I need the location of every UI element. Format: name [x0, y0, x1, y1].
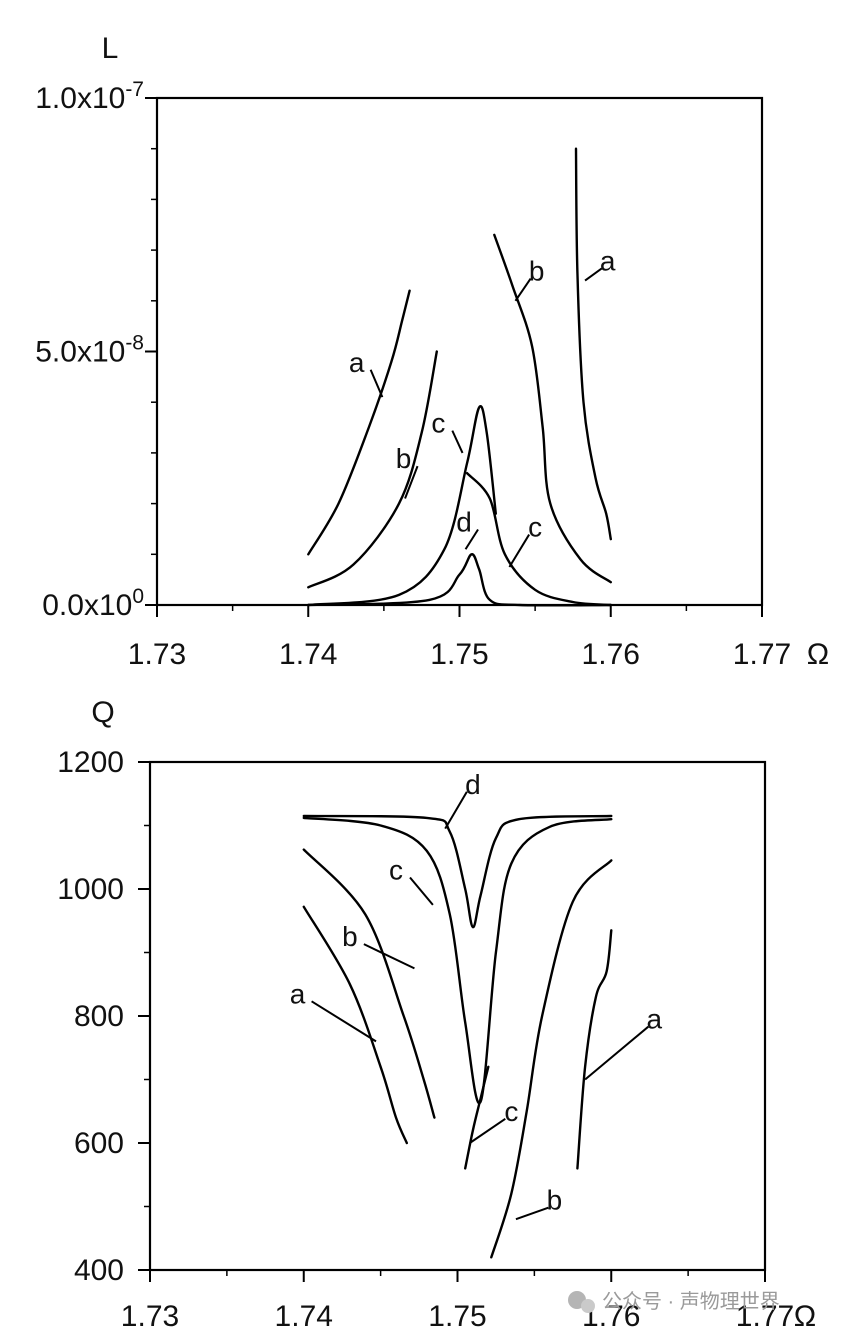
curve-label-b: b: [547, 1185, 563, 1216]
curve-label-leader: [584, 1025, 649, 1081]
series-line-c: [464, 1065, 490, 1170]
curve-label-d: d: [465, 769, 481, 800]
x-tick-label: 1.73: [128, 638, 186, 671]
curve-label-a: a: [600, 245, 616, 276]
curve-label-leader: [508, 534, 530, 568]
curve-label-leader: [363, 943, 415, 970]
x-tick-label: 1.75: [430, 638, 488, 671]
series-line-b: [307, 350, 438, 589]
curve-label-leader: [514, 277, 532, 302]
x-tick-label: 1.74: [275, 1300, 333, 1333]
curve-label-c: c: [389, 854, 403, 885]
y-tick-label: 1000: [57, 873, 124, 906]
chart-top: 1.73 1.74 1.75 1.76 1.77 0.0x100 5.0x10-8 1.0x1…: [35, 32, 829, 671]
curve-label-b: b: [529, 256, 545, 287]
x-axis-title: Ω: [807, 638, 829, 671]
series-line-a: [574, 147, 612, 541]
series-line-b: [302, 848, 436, 1119]
curve-label-a: a: [349, 347, 365, 378]
x-tick-label: 1.76: [582, 638, 640, 671]
y-axis-title: L: [102, 32, 119, 65]
x-axis-title: Ω: [794, 1300, 816, 1333]
curve-label-c: c: [504, 1096, 518, 1127]
curve-label-b: b: [342, 921, 358, 952]
series-line-d: [307, 553, 612, 607]
curve-label-c: c: [431, 408, 445, 439]
y-tick-label: 1200: [57, 746, 124, 779]
series-line-c: [465, 472, 612, 607]
y-tick-label: 400: [74, 1254, 124, 1287]
y-tick-label: 1.0x10-7: [35, 78, 144, 115]
curve-label-d: d: [456, 506, 472, 537]
curve-label-leader: [369, 369, 384, 398]
y-tick-label: 5.0x10-8: [35, 332, 144, 369]
curve-label-leader: [404, 465, 419, 499]
series-line-a: [307, 289, 411, 556]
series-line-a: [576, 929, 613, 1170]
x-tick-label: 1.75: [428, 1300, 486, 1333]
series-line-d: [302, 814, 613, 929]
y-tick-label: 0.0x100: [42, 585, 144, 622]
y-tick-label: 600: [74, 1127, 124, 1160]
x-tick-label: 1.77: [733, 638, 791, 671]
series-line-c: [302, 816, 613, 1105]
wechat-logo-icon: [568, 1291, 595, 1313]
curve-label-leader: [409, 876, 434, 906]
curve-label-leader: [451, 430, 464, 454]
x-tick-label: 1.77: [736, 1300, 794, 1333]
series-line-b: [490, 859, 613, 1259]
curve-label-leader: [311, 1000, 377, 1043]
watermark-text: 公众号 · 声物理世界: [602, 1290, 780, 1313]
curve-label-leader: [515, 1206, 549, 1221]
curve-label-leader: [584, 267, 603, 282]
curve-label-leader: [469, 1117, 506, 1144]
chart-bottom: 1.73 1.74 1.75 1.76 1.7740060080010001200QΩd…: [57, 696, 816, 1333]
y-tick-label: 800: [74, 1000, 124, 1033]
series-line-b: [493, 233, 612, 584]
curve-label-a: a: [290, 978, 306, 1009]
y-axis-title: Q: [91, 696, 114, 729]
curve-label-leader: [464, 528, 479, 550]
curve-label-leader: [444, 791, 468, 830]
curve-label-c: c: [528, 512, 542, 543]
series-line-c: [307, 404, 497, 607]
plot-frame: [148, 760, 767, 1272]
x-tick-label: 1.73: [121, 1300, 179, 1333]
x-tick-label: 1.74: [279, 638, 337, 671]
curve-label-b: b: [396, 443, 412, 474]
series-line-a: [302, 905, 408, 1145]
watermark: 公众号 · 声物理世界: [568, 1290, 780, 1313]
curve-label-a: a: [647, 1004, 663, 1035]
